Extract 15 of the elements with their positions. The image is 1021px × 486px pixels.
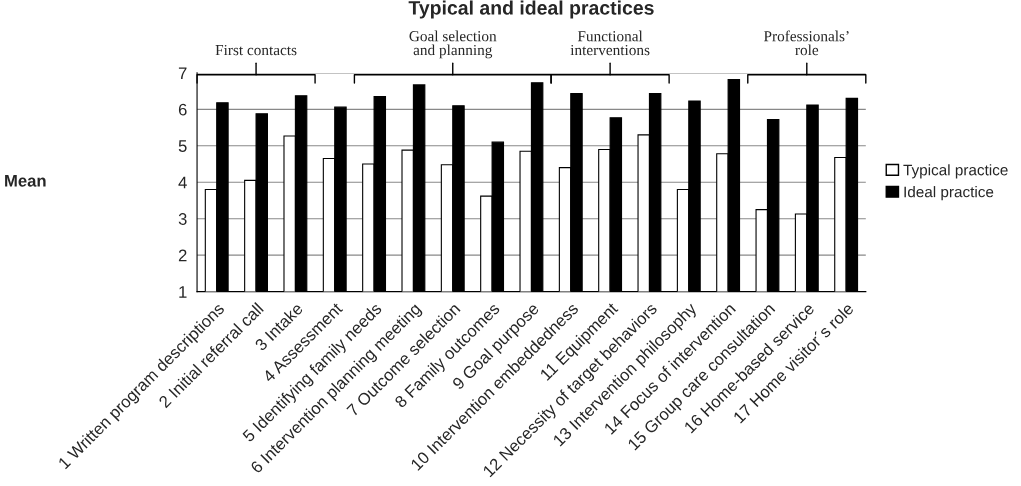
text: Functional interventions xyxy=(570,30,650,56)
text: Professionals’ role xyxy=(763,30,849,56)
text: First contacts xyxy=(215,44,297,56)
y-tick-label: 2 xyxy=(178,249,187,262)
chart-title: Typical and ideal practices xyxy=(408,0,654,19)
y-axis-title: Mean xyxy=(5,175,46,187)
y-tick-label: 1 xyxy=(179,286,187,298)
y-tick-label: 5 xyxy=(178,140,187,152)
y-tick-label: 6 xyxy=(178,103,187,116)
y-tick-label: 3 xyxy=(178,213,187,225)
y-tick-label: 7 xyxy=(178,67,187,79)
legend-label: Ideal practice xyxy=(904,186,994,201)
y-tick-label: 4 xyxy=(178,176,187,189)
text: Goal selection and planning xyxy=(409,30,497,59)
legend-label: Typical practice xyxy=(903,164,1008,179)
